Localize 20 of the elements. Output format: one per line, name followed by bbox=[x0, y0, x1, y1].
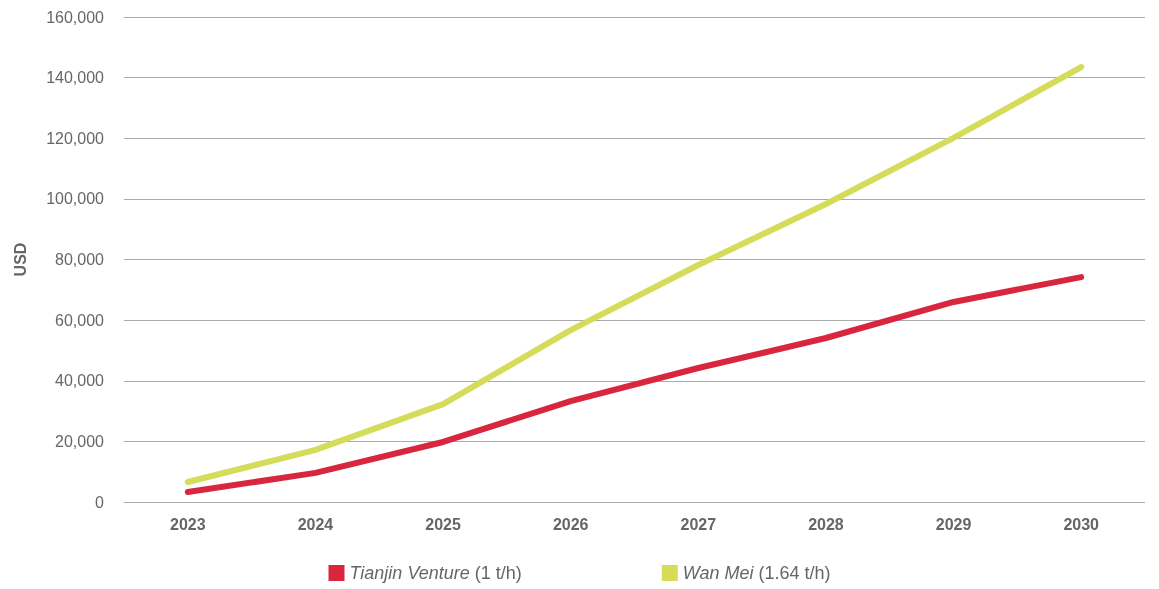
y-tick-label: 100,000 bbox=[46, 190, 105, 208]
legend-label: Wan Mei (1.64 t/h) bbox=[682, 563, 831, 583]
y-tick-label: 80,000 bbox=[55, 251, 105, 268]
x-tick-label: 2024 bbox=[297, 515, 334, 533]
y-tick-label: 40,000 bbox=[55, 372, 105, 390]
x-tick-label: 2023 bbox=[170, 515, 206, 533]
x-tick-label: 2030 bbox=[1063, 515, 1100, 533]
y-tick-label: 60,000 bbox=[55, 311, 105, 329]
x-tick-label: 2025 bbox=[425, 515, 461, 533]
x-tick-label: 2028 bbox=[808, 515, 844, 533]
y-axis-title: USD bbox=[11, 242, 29, 277]
legend-label: Tianjin Venture (1 t/h) bbox=[349, 563, 522, 583]
x-tick-label: 2027 bbox=[680, 515, 717, 533]
y-tick-label: 160,000 bbox=[46, 8, 105, 26]
y-tick-label: 140,000 bbox=[46, 69, 105, 87]
y-tick-label: 20,000 bbox=[55, 432, 105, 450]
x-tick-label: 2029 bbox=[935, 515, 972, 533]
x-tick-label: 2026 bbox=[552, 515, 589, 533]
y-tick-label: 0 bbox=[95, 493, 105, 511]
y-tick-label: 120,000 bbox=[46, 129, 105, 147]
